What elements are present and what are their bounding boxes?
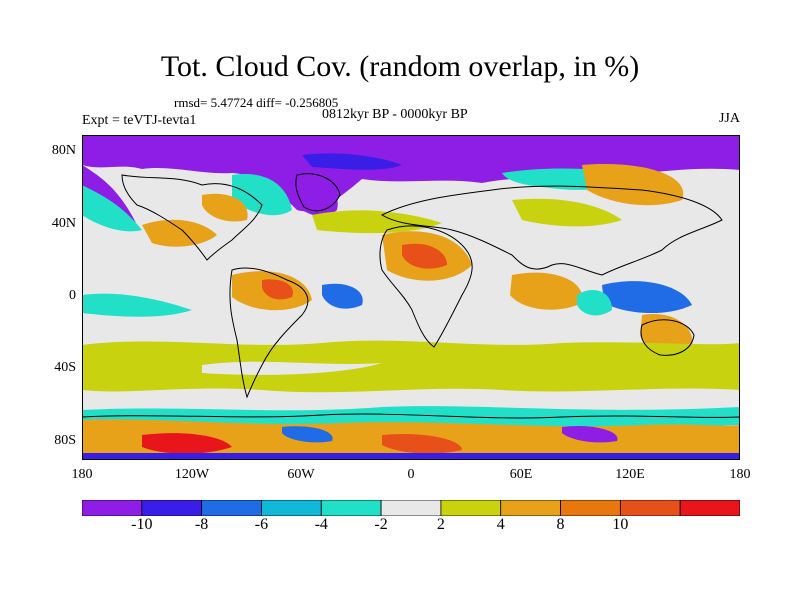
asia-yellow <box>512 198 622 227</box>
colorbar-label: -2 <box>374 516 388 533</box>
colorbar-swatch <box>679 500 740 516</box>
colorbar-swatch <box>141 500 203 516</box>
south-pole-strip <box>82 453 740 460</box>
colorbar-label: 4 <box>496 516 505 533</box>
antarctic-red-patch <box>142 433 232 454</box>
x-tick-label: 120E <box>615 467 645 482</box>
tropical-cyan-1 <box>82 293 192 317</box>
colorbar-swatch <box>440 500 502 516</box>
colorbar <box>82 500 740 516</box>
colorbar-label: -8 <box>194 516 209 533</box>
n-america-orange <box>202 193 248 222</box>
coast-north-america <box>121 174 263 261</box>
north-atlantic-cyan <box>232 174 292 216</box>
coast-antarctica <box>82 413 740 419</box>
y-tick-label: 40N <box>51 216 76 231</box>
antarctic-red-patch-2 <box>382 433 462 454</box>
stats-label: rmsd= 5.47724 diff= -0.256805 <box>174 95 339 110</box>
colorbar-swatch <box>201 500 262 516</box>
y-tick-label: 80N <box>51 143 76 158</box>
figure-title: Tot. Cloud Cov. (random overlap, in %) <box>160 50 640 83</box>
colorbar-label: 10 <box>612 516 629 533</box>
southern-yellow-band <box>82 340 740 393</box>
n-asia-orange <box>582 164 684 206</box>
colorbar-swatch <box>82 500 143 516</box>
coast-south-america <box>229 267 309 399</box>
map-frame <box>82 135 740 460</box>
pacific-cyan <box>82 185 142 232</box>
coast-greenland <box>295 173 341 212</box>
coast-africa <box>379 225 473 348</box>
coast-australia <box>640 319 695 356</box>
y-tick-label: 40S <box>54 360 76 375</box>
colorbar-swatch <box>320 500 382 516</box>
southern-grey-gap <box>202 361 382 375</box>
mid-atlantic-yellow <box>312 210 442 234</box>
sahara-red <box>402 243 447 269</box>
period-label: 0812kyr BP - 0000kyr BP <box>322 107 468 122</box>
x-tick-label: 60E <box>509 467 533 482</box>
x-tick-label: 180 <box>71 467 93 482</box>
experiment-label: Expt = teVTJ-tevta1 <box>82 113 197 128</box>
y-tick-label: 80S <box>54 433 76 448</box>
antarctic-purple-patch <box>562 425 618 443</box>
arctic-blue-patch <box>302 153 402 170</box>
east-pacific-blue <box>322 283 363 309</box>
antarctic-blue-patch <box>282 426 333 443</box>
x-tick-label: 0 <box>407 467 415 482</box>
x-tick-label: 60W <box>287 467 315 482</box>
warm-pool-blue <box>602 281 692 314</box>
colorbar-label: 8 <box>556 516 565 533</box>
x-tick-label: 180 <box>729 467 751 482</box>
colorbar-swatch <box>261 500 322 516</box>
colorbar-swatch <box>500 500 561 516</box>
south-america-red <box>262 279 293 300</box>
x-tick-label: 120W <box>174 467 210 482</box>
colorbar-label: -6 <box>254 516 269 533</box>
colorbar-label: -10 <box>131 516 153 533</box>
colorbar-label: -4 <box>314 516 328 533</box>
colorbar-swatch <box>560 500 621 516</box>
warm-pool-cyan <box>577 290 612 316</box>
arctic-anomaly-region <box>82 135 740 212</box>
greenland-purple <box>297 179 338 217</box>
coastlines <box>82 173 740 419</box>
colorbar-label: 2 <box>436 516 445 533</box>
season-label: JJA <box>718 111 740 126</box>
colorbar-swatch <box>619 500 681 516</box>
colorbar-swatch <box>380 500 442 516</box>
anomaly-map <box>82 135 740 460</box>
n-pacific-orange <box>142 219 217 247</box>
y-tick-label: 0 <box>69 288 76 303</box>
indian-ocean-orange <box>510 272 583 310</box>
coast-eurasia <box>380 185 723 276</box>
